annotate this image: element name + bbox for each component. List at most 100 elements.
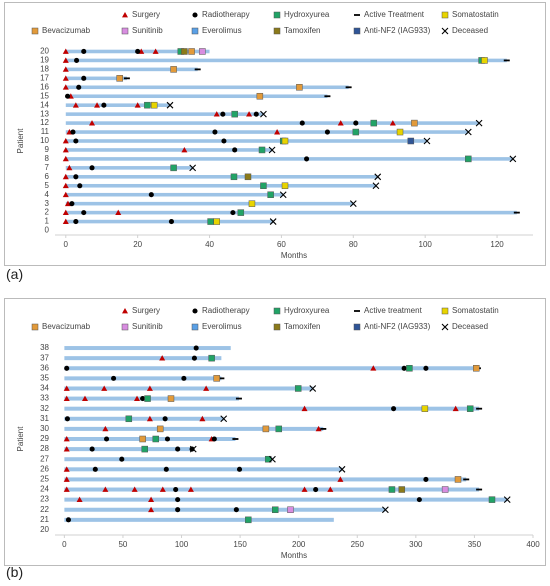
marker-triangle — [203, 385, 210, 391]
legend-marker — [273, 307, 281, 315]
marker-circle — [89, 446, 95, 452]
marker-triangle — [76, 496, 83, 503]
lane-bar — [65, 67, 198, 72]
marker-cross — [189, 164, 197, 172]
y-tick-label: 34 — [40, 384, 49, 393]
lane-bar — [65, 166, 193, 170]
marker-square — [213, 375, 220, 382]
lane-bar — [65, 85, 349, 90]
marker-triangle — [62, 182, 69, 189]
y-tick-label: 12 — [40, 118, 49, 127]
x-tick-label: 100 — [419, 240, 433, 249]
marker-square — [388, 486, 396, 493]
marker-triangle — [62, 75, 69, 81]
marker-triangle — [274, 129, 281, 135]
y-tick-label: 15 — [40, 91, 49, 100]
marker-triangle — [152, 48, 159, 54]
marker-triangle — [452, 405, 459, 412]
y-tick-label: 3 — [45, 199, 50, 208]
marker-triangle — [301, 486, 308, 492]
marker-square — [230, 173, 238, 181]
x-tick-label: 400 — [526, 540, 540, 549]
lane-bar — [65, 121, 480, 125]
x-tick-label: 200 — [292, 540, 306, 549]
y-axis-title: Patient — [16, 128, 25, 154]
marker-triangle — [63, 486, 70, 492]
y-tick-label: 27 — [40, 454, 49, 463]
marker-cross — [268, 146, 276, 154]
marker-square — [207, 218, 214, 225]
marker-square — [264, 455, 272, 463]
marker-circle — [73, 138, 79, 144]
marker-circle — [232, 147, 238, 153]
legend-label: Sunitinib — [132, 26, 163, 35]
panel-label: (a) — [6, 266, 24, 282]
y-tick-label: 6 — [45, 172, 50, 181]
marker-circle — [181, 375, 187, 381]
lane-bar — [64, 346, 231, 351]
marker-circle — [168, 219, 174, 225]
y-tick-label: 29 — [40, 434, 49, 443]
marker-square — [294, 385, 302, 392]
marker-triangle — [64, 200, 71, 207]
legend-marker — [273, 27, 281, 35]
y-tick-label: 35 — [40, 373, 49, 382]
legend-label: Radiotherapy — [202, 10, 250, 19]
marker-square — [398, 486, 406, 493]
marker-square — [396, 128, 404, 136]
marker-circle — [81, 75, 87, 81]
marker-triangle — [134, 102, 141, 108]
lane-bar — [64, 447, 194, 452]
marker-square — [370, 119, 378, 127]
marker-square — [473, 365, 480, 372]
marker-triangle — [337, 476, 344, 482]
marker-square — [144, 101, 151, 109]
marker-cross — [374, 173, 382, 181]
marker-square — [281, 137, 289, 145]
marker-triangle — [146, 385, 153, 391]
marker-triangle — [62, 48, 69, 54]
marker-triangle — [101, 385, 108, 391]
marker-circle — [191, 355, 197, 361]
x-tick-label: 120 — [490, 240, 504, 249]
marker-square — [144, 395, 151, 402]
y-tick-label: 36 — [40, 363, 49, 372]
y-tick-label: 16 — [40, 82, 49, 91]
legend-label: Anti-NF2 (IAG933) — [364, 322, 431, 331]
marker-triangle — [89, 120, 96, 126]
marker-square — [141, 445, 148, 453]
marker-cross — [423, 137, 431, 145]
y-tick-label: 26 — [40, 464, 49, 473]
marker-circle — [81, 210, 87, 216]
x-tick-label: 60 — [277, 240, 286, 249]
legend-label: Active treatment — [364, 306, 423, 315]
marker-circle — [92, 466, 98, 472]
marker-square — [287, 506, 294, 513]
legend-label: Tamoxifen — [284, 26, 320, 35]
legend-label: Everolimus — [202, 26, 242, 35]
marker-triangle — [62, 146, 69, 153]
y-tick-label: 21 — [40, 515, 49, 524]
lane-bar — [64, 426, 324, 431]
marker-circle — [175, 446, 181, 452]
lane-bar — [65, 94, 328, 99]
marker-circle — [163, 466, 169, 472]
marker-cross — [220, 415, 228, 423]
marker-triangle — [63, 436, 70, 442]
marker-square — [465, 155, 472, 163]
marker-triangle — [246, 111, 253, 117]
marker-square — [139, 435, 146, 443]
legend-marker — [441, 27, 449, 35]
marker-triangle — [62, 209, 69, 216]
marker-triangle — [62, 57, 69, 63]
marker-square — [188, 48, 195, 55]
marker-cross — [166, 101, 174, 109]
marker-square — [231, 110, 238, 118]
marker-triangle — [148, 506, 155, 513]
y-tick-label: 25 — [40, 475, 49, 484]
marker-square — [466, 405, 474, 412]
marker-circle — [173, 486, 179, 493]
lane-bar — [64, 497, 508, 502]
y-tick-label: 13 — [40, 109, 49, 118]
marker-square — [275, 425, 283, 433]
